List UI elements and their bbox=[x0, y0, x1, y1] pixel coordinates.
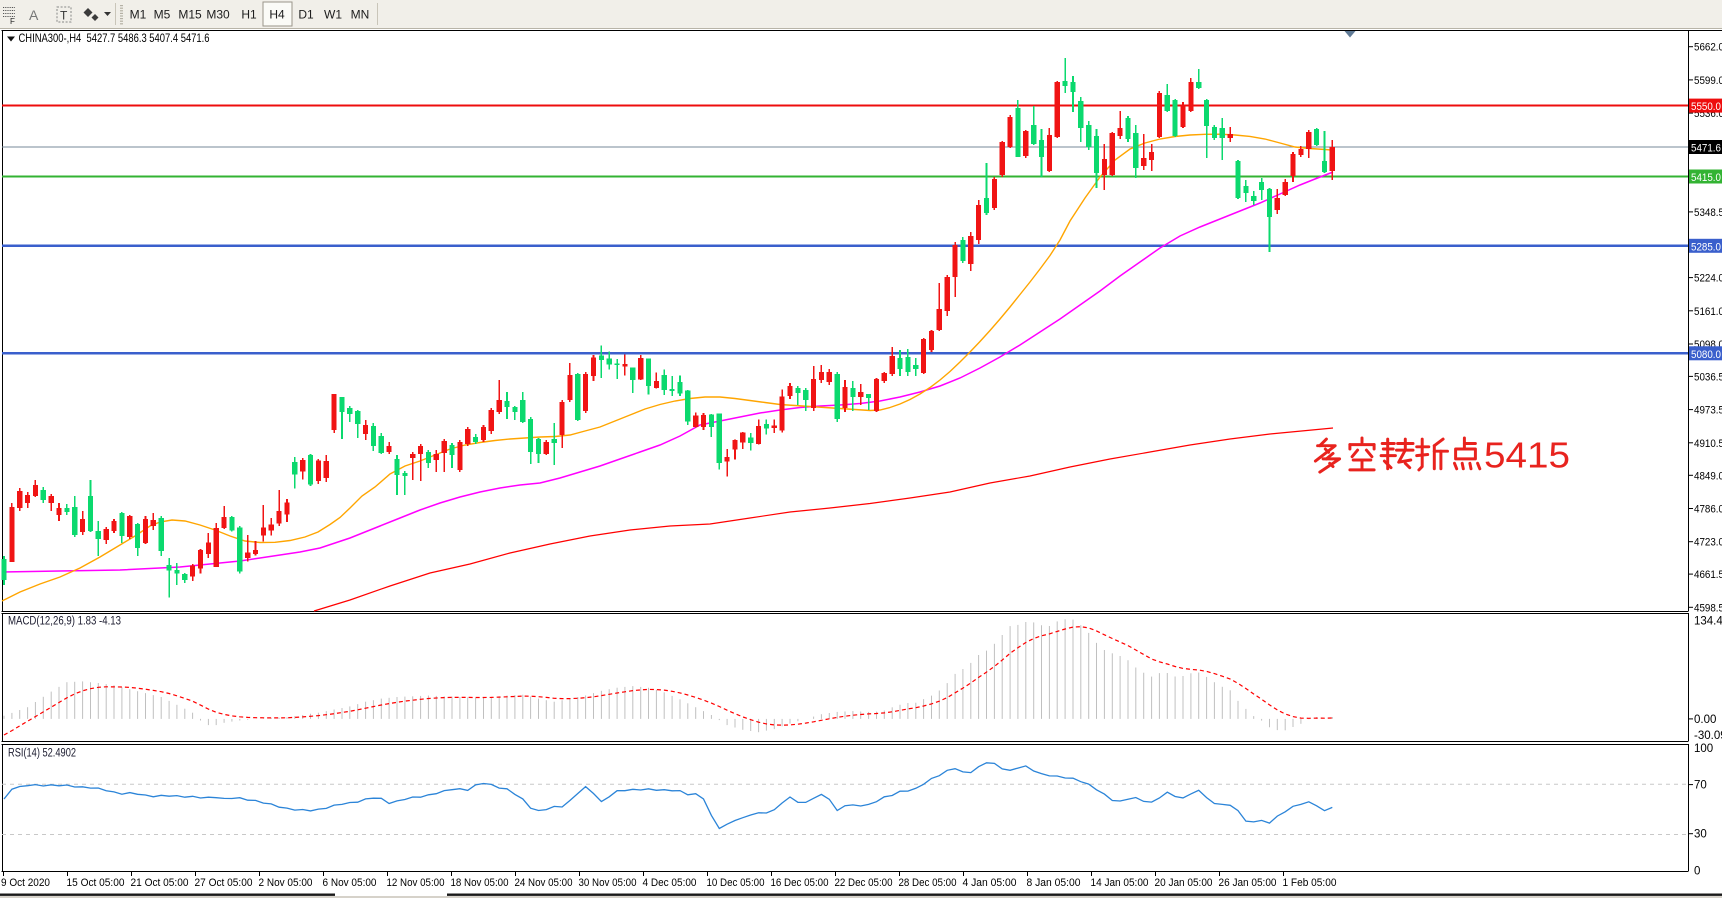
svg-text:22 Dec 05:00: 22 Dec 05:00 bbox=[835, 877, 893, 889]
svg-text:4786.0: 4786.0 bbox=[1694, 504, 1722, 516]
svg-text:M15: M15 bbox=[178, 8, 202, 22]
svg-text:MN: MN bbox=[351, 8, 370, 22]
svg-text:M1: M1 bbox=[130, 8, 147, 22]
svg-text:12 Nov 05:00: 12 Nov 05:00 bbox=[387, 877, 445, 889]
svg-text:-30.09: -30.09 bbox=[1694, 730, 1722, 742]
svg-text:6 Nov 05:00: 6 Nov 05:00 bbox=[323, 877, 377, 889]
svg-text:5662.0: 5662.0 bbox=[1694, 42, 1722, 54]
svg-text:CHINA300-,H4 5427.7 5486.3 54: CHINA300-,H4 5427.7 5486.3 5407.4 5471.6 bbox=[19, 31, 210, 45]
svg-text:A: A bbox=[29, 7, 39, 23]
svg-text:5348.5: 5348.5 bbox=[1694, 207, 1722, 219]
svg-text:5471.6: 5471.6 bbox=[1691, 143, 1721, 155]
svg-text:T: T bbox=[60, 9, 68, 23]
svg-text:D1: D1 bbox=[298, 8, 314, 22]
svg-text:4910.5: 4910.5 bbox=[1694, 438, 1722, 450]
svg-text:10 Dec 05:00: 10 Dec 05:00 bbox=[707, 877, 765, 889]
svg-text:5599.0: 5599.0 bbox=[1694, 75, 1722, 87]
svg-text:5415: 5415 bbox=[1484, 435, 1570, 476]
svg-text:RSI(14) 52.4902: RSI(14) 52.4902 bbox=[8, 748, 76, 760]
svg-text:4 Dec 05:00: 4 Dec 05:00 bbox=[643, 877, 697, 889]
svg-text:24 Nov 05:00: 24 Nov 05:00 bbox=[515, 877, 573, 889]
svg-text:30: 30 bbox=[1694, 829, 1707, 841]
svg-text:70: 70 bbox=[1694, 780, 1707, 792]
svg-text:M5: M5 bbox=[154, 8, 171, 22]
svg-text:20 Jan 05:00: 20 Jan 05:00 bbox=[1155, 877, 1213, 889]
svg-text:4849.0: 4849.0 bbox=[1694, 470, 1722, 482]
svg-text:28 Dec 05:00: 28 Dec 05:00 bbox=[899, 877, 957, 889]
svg-text:0: 0 bbox=[1694, 866, 1700, 878]
svg-text:15 Oct 05:00: 15 Oct 05:00 bbox=[67, 877, 125, 889]
svg-text:4 Jan 05:00: 4 Jan 05:00 bbox=[963, 877, 1017, 889]
svg-text:27 Oct 05:00: 27 Oct 05:00 bbox=[195, 877, 253, 889]
svg-text:5224.0: 5224.0 bbox=[1694, 273, 1722, 285]
svg-text:134.45: 134.45 bbox=[1694, 616, 1722, 628]
svg-text:4661.5: 4661.5 bbox=[1694, 569, 1722, 581]
svg-text:5036.5: 5036.5 bbox=[1694, 371, 1722, 383]
svg-text:M30: M30 bbox=[206, 8, 230, 22]
svg-text:1 Feb 05:00: 1 Feb 05:00 bbox=[1283, 877, 1337, 889]
svg-text:8 Jan 05:00: 8 Jan 05:00 bbox=[1027, 877, 1081, 889]
svg-text:5161.0: 5161.0 bbox=[1694, 306, 1722, 318]
svg-text:26 Jan 05:00: 26 Jan 05:00 bbox=[1219, 877, 1277, 889]
svg-text:16 Dec 05:00: 16 Dec 05:00 bbox=[771, 877, 829, 889]
svg-text:MACD(12,26,9) 1.83 -4.13: MACD(12,26,9) 1.83 -4.13 bbox=[8, 616, 121, 628]
svg-text:0.00: 0.00 bbox=[1694, 714, 1716, 726]
svg-text:5415.0: 5415.0 bbox=[1691, 172, 1721, 184]
svg-text:18 Nov 05:00: 18 Nov 05:00 bbox=[451, 877, 509, 889]
svg-text:5550.0: 5550.0 bbox=[1691, 101, 1721, 113]
svg-text:H4: H4 bbox=[269, 8, 285, 22]
svg-text:4598.5: 4598.5 bbox=[1694, 602, 1722, 614]
svg-text:30 Nov 05:00: 30 Nov 05:00 bbox=[579, 877, 637, 889]
svg-text:14 Jan 05:00: 14 Jan 05:00 bbox=[1091, 877, 1149, 889]
svg-text:5285.0: 5285.0 bbox=[1691, 241, 1721, 253]
svg-text:4723.0: 4723.0 bbox=[1694, 537, 1722, 549]
svg-text:F: F bbox=[10, 17, 15, 26]
svg-text:H1: H1 bbox=[241, 8, 257, 22]
svg-text:21 Oct 05:00: 21 Oct 05:00 bbox=[131, 877, 189, 889]
svg-text:2 Nov 05:00: 2 Nov 05:00 bbox=[259, 877, 313, 889]
svg-text:4973.5: 4973.5 bbox=[1694, 405, 1722, 417]
svg-text:100: 100 bbox=[1694, 743, 1713, 755]
svg-text:5080.0: 5080.0 bbox=[1691, 349, 1721, 361]
svg-text:W1: W1 bbox=[324, 8, 342, 22]
svg-text:9 Oct 2020: 9 Oct 2020 bbox=[1, 877, 50, 889]
